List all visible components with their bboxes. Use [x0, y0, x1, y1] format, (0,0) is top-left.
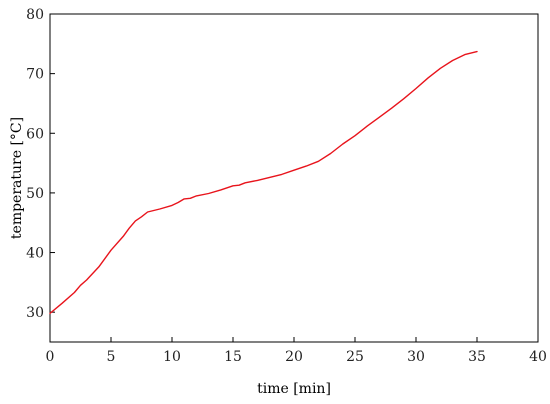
y-tick-label: 70	[26, 67, 44, 83]
y-tick-label: 60	[26, 126, 44, 142]
x-tick-label: 20	[285, 349, 303, 365]
x-tick-label: 25	[346, 349, 364, 365]
x-tick-label: 10	[163, 349, 181, 365]
series-line	[49, 50, 478, 315]
x-axis-ticks: 0 5 10 15 20 25 30 35 40	[46, 337, 547, 365]
x-tick-label: 35	[468, 349, 486, 365]
x-tick-label: 5	[107, 349, 116, 365]
y-tick-label: 80	[26, 7, 44, 23]
series-layer	[49, 50, 478, 315]
y-tick-label: 30	[26, 305, 44, 321]
x-tick-label: 0	[46, 349, 55, 365]
y-tick-label: 50	[26, 186, 44, 202]
x-tick-label: 15	[224, 349, 242, 365]
plot-frame	[49, 13, 539, 343]
y-axis-ticks: 30 40 50 60 70 80	[26, 7, 55, 321]
x-tick-label: 40	[529, 349, 547, 365]
y-tick-label: 40	[26, 246, 44, 262]
x-tick-label: 30	[407, 349, 425, 365]
y-axis-title: temperature [°C]	[9, 117, 25, 239]
x-axis-title: time [min]	[257, 381, 331, 397]
